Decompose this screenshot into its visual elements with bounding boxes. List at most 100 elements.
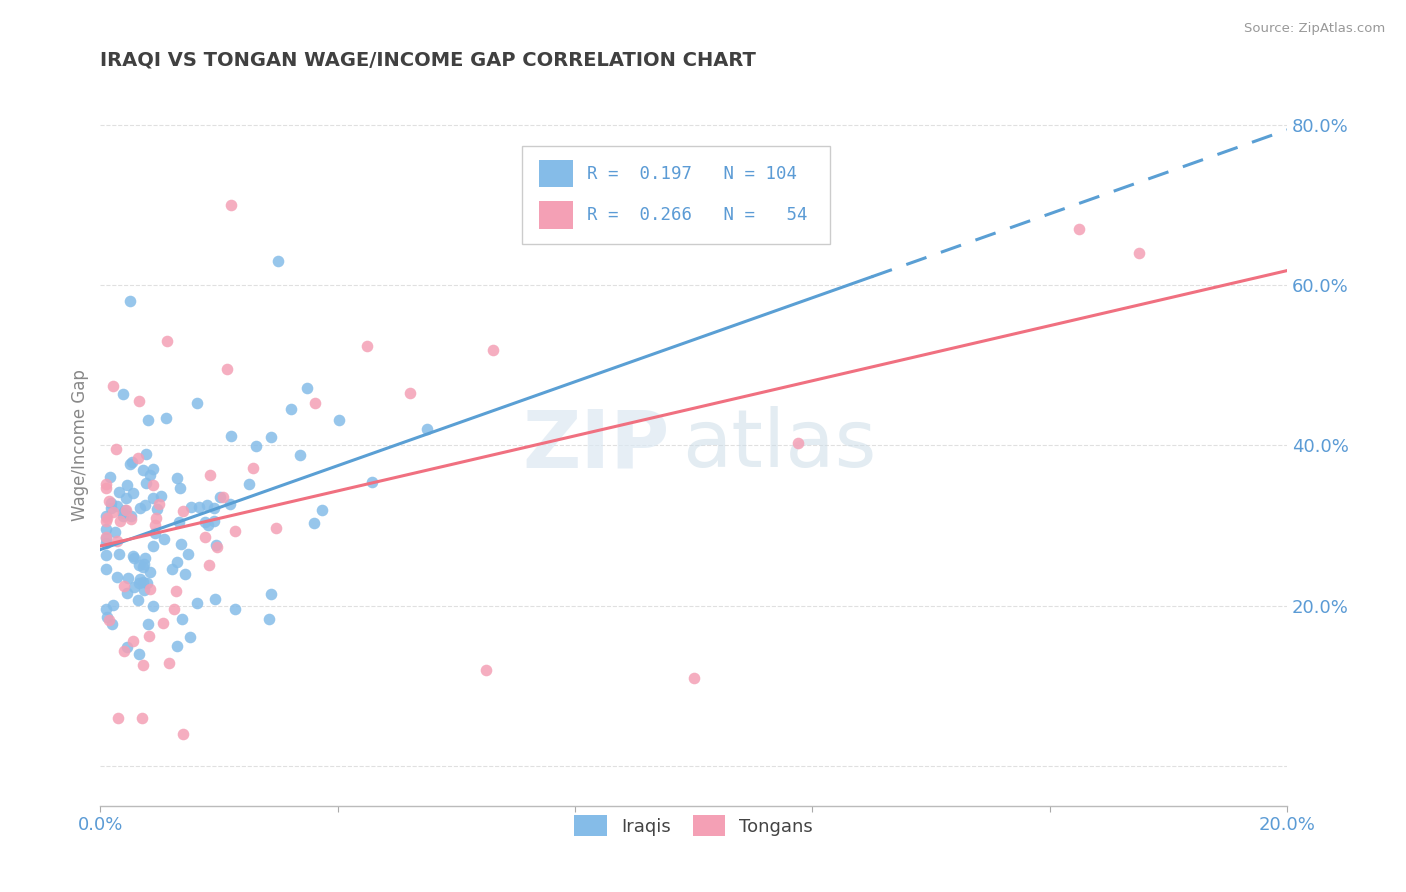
Point (180, 500, 202, 515)
Point (131, 575, 153, 590)
Point (177, 547, 200, 561)
Point (242, 461, 264, 475)
Point (139, 582, 162, 596)
Point (120, 508, 142, 523)
Point (135, 447, 157, 461)
Text: IRAQI VS TONGAN WAGE/INCOME GAP CORRELATION CHART: IRAQI VS TONGAN WAGE/INCOME GAP CORRELAT… (100, 51, 756, 70)
Point (96, 514, 118, 528)
Point (120, 457, 142, 471)
Point (295, 381, 318, 395)
Point (157, 656, 180, 670)
Point (124, 580, 146, 594)
Point (128, 393, 150, 408)
Point (115, 586, 138, 600)
Point (166, 556, 188, 570)
Point (238, 476, 260, 491)
Point (267, 254, 290, 268)
Point (115, 640, 138, 655)
Point (328, 413, 350, 427)
Point (122, 549, 145, 563)
Point (415, 422, 437, 436)
Point (146, 502, 169, 516)
Point (132, 559, 155, 574)
Point (207, 540, 229, 554)
Point (114, 491, 136, 505)
Point (129, 501, 152, 516)
Point (186, 395, 208, 409)
Point (101, 379, 124, 393)
Point (202, 501, 225, 516)
Point (105, 534, 128, 549)
Point (219, 497, 242, 511)
Point (121, 455, 143, 469)
Point (169, 481, 191, 495)
Point (114, 503, 136, 517)
Point (205, 538, 228, 552)
Point (112, 506, 135, 520)
Point (193, 530, 215, 544)
Point (288, 448, 311, 462)
Point (114, 503, 136, 517)
Point (128, 576, 150, 591)
Point (186, 596, 208, 610)
Point (1128, 246, 1150, 260)
Point (198, 558, 221, 572)
Point (138, 629, 160, 643)
Point (167, 515, 190, 529)
Text: Source: ZipAtlas.com: Source: ZipAtlas.com (1244, 22, 1385, 36)
Point (96, 476, 118, 491)
Point (197, 518, 219, 533)
Point (245, 439, 267, 453)
Point (108, 485, 131, 500)
Point (475, 663, 498, 677)
Point (128, 648, 150, 662)
Point (96, 610, 118, 624)
Point (96, 562, 118, 576)
Point (224, 602, 246, 616)
FancyBboxPatch shape (522, 146, 830, 244)
Point (212, 490, 235, 504)
Point (260, 430, 283, 444)
Point (96, 530, 118, 544)
Point (135, 576, 157, 591)
Text: atlas: atlas (682, 407, 876, 484)
Point (217, 361, 239, 376)
Point (98, 469, 121, 483)
Point (195, 498, 218, 512)
Point (257, 612, 280, 626)
Point (96, 531, 118, 545)
Point (112, 644, 135, 658)
Point (194, 516, 217, 530)
Point (117, 571, 139, 585)
Point (107, 711, 129, 725)
Point (304, 395, 326, 409)
Point (219, 198, 242, 212)
Point (135, 475, 157, 490)
Point (127, 450, 149, 465)
Point (100, 501, 122, 516)
Point (122, 634, 145, 648)
Point (142, 491, 165, 505)
Point (311, 503, 333, 517)
Point (96, 535, 118, 549)
Point (302, 516, 325, 530)
Legend: Iraqis, Tongans: Iraqis, Tongans (567, 808, 821, 844)
Point (172, 726, 194, 740)
Point (148, 498, 170, 512)
Point (100, 495, 122, 509)
Point (399, 385, 422, 400)
Point (96, 522, 118, 536)
Point (131, 711, 153, 725)
Point (101, 505, 124, 519)
Point (202, 515, 225, 529)
Text: R =  0.266   N =   54: R = 0.266 N = 54 (586, 206, 807, 224)
Point (112, 509, 135, 524)
Point (481, 343, 503, 357)
Text: R =  0.197   N = 104: R = 0.197 N = 104 (586, 165, 797, 183)
Point (142, 539, 165, 553)
Point (138, 413, 160, 427)
Point (122, 550, 145, 565)
Point (108, 547, 131, 561)
Point (188, 500, 211, 515)
Point (105, 570, 128, 584)
